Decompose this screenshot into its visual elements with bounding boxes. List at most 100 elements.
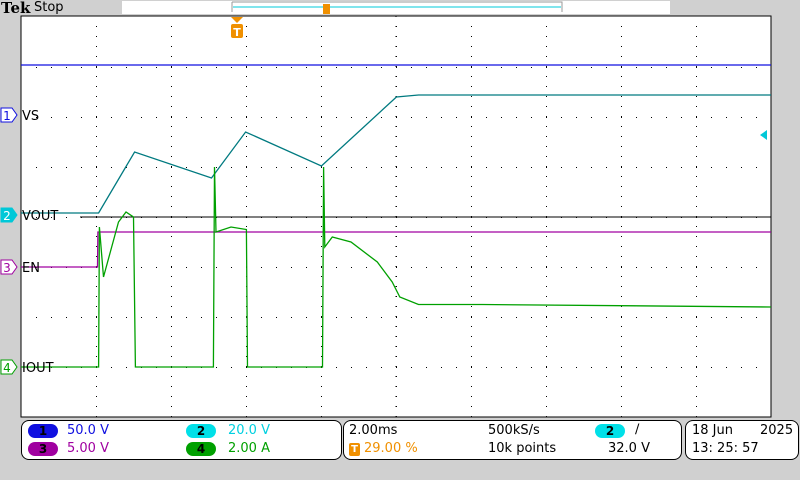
grid-dot: [96, 167, 97, 168]
grid-dot: [321, 236, 322, 237]
grid-dot: [171, 116, 172, 117]
grid-dot: [606, 67, 607, 68]
ch1-ground-marker[interactable]: 1: [0, 107, 18, 123]
grid-dot: [261, 317, 262, 318]
grid-dot: [546, 416, 547, 417]
grid-dot: [696, 96, 697, 97]
ch1-scale[interactable]: 50.0 V: [67, 423, 109, 438]
grid-dot: [471, 416, 472, 417]
grid-dot: [426, 167, 427, 168]
grid-dot: [216, 167, 217, 168]
grid-dot: [186, 267, 187, 268]
grid-dot: [756, 167, 757, 168]
grid-dot: [426, 117, 427, 118]
grid-dot: [321, 406, 322, 407]
rising-edge-icon[interactable]: ∕: [635, 422, 640, 437]
grid-dot: [321, 226, 322, 227]
grid-dot: [711, 67, 712, 68]
acquisition-status: Stop: [34, 0, 64, 15]
grid-dot: [171, 186, 172, 187]
grid-dot: [471, 26, 472, 27]
trigger-level-icon[interactable]: [760, 130, 767, 140]
grid-dot: [321, 317, 322, 318]
grid-dot: [96, 106, 97, 107]
grid-dot: [126, 367, 127, 368]
ch2-badge[interactable]: 2: [186, 424, 216, 438]
grid-dot: [96, 226, 97, 227]
grid-dot: [246, 96, 247, 97]
grid-dot: [246, 106, 247, 107]
grid-dot: [126, 267, 127, 268]
grid-dot: [561, 367, 562, 368]
ch3-badge[interactable]: 3: [28, 442, 58, 456]
grid-dot: [51, 117, 52, 118]
ch2-ground-marker[interactable]: 2: [0, 207, 18, 223]
grid-dot: [741, 317, 742, 318]
ch4-ground-marker[interactable]: 4: [0, 359, 18, 375]
trigger-position-icon[interactable]: T: [231, 17, 243, 39]
grid-dot: [621, 406, 622, 407]
trigger-level[interactable]: 32.0 V: [608, 441, 650, 456]
grid-dot: [171, 166, 172, 167]
ch3-ground-marker[interactable]: 3: [0, 259, 18, 275]
grid-dot: [96, 56, 97, 57]
ch3-scale[interactable]: 5.00 V: [67, 441, 109, 456]
trigger-source-badge[interactable]: 2: [595, 424, 625, 438]
grid-dot: [171, 356, 172, 357]
grid-dot: [471, 206, 472, 207]
grid-dot: [456, 317, 457, 318]
ch1-badge[interactable]: 1: [28, 424, 58, 438]
grid-dot: [711, 117, 712, 118]
ch4-scale[interactable]: 2.00 A: [228, 441, 270, 456]
grid-dot: [246, 226, 247, 227]
grid-dot: [591, 267, 592, 268]
grid-dot: [216, 367, 217, 368]
grid-dot: [96, 326, 97, 327]
grid-dot: [306, 67, 307, 68]
grid-dot: [381, 67, 382, 68]
grid-dot: [246, 376, 247, 377]
grid-dot: [621, 86, 622, 87]
grid-dot: [546, 166, 547, 167]
grid-dot: [216, 67, 217, 68]
grid-dot: [171, 117, 172, 118]
grid-dot: [486, 67, 487, 68]
grid-dot: [651, 267, 652, 268]
ch4-badge[interactable]: 4: [186, 442, 216, 456]
grid-dot: [696, 126, 697, 127]
grid-dot: [261, 117, 262, 118]
grid-dot: [546, 167, 547, 168]
record-length[interactable]: 10k points: [488, 441, 557, 456]
ch2-scale[interactable]: 20.0 V: [228, 423, 270, 438]
grid-dot: [96, 176, 97, 177]
grid-dot: [471, 326, 472, 327]
grid-dot: [306, 117, 307, 118]
grid-dot: [351, 67, 352, 68]
grid-dot: [621, 26, 622, 27]
grid-dot: [621, 367, 622, 368]
grid-dot: [696, 136, 697, 137]
grid-dot: [96, 256, 97, 257]
grid-dot: [171, 406, 172, 407]
grid-dot: [471, 146, 472, 147]
waveforms: [21, 64, 772, 368]
grid-dot: [306, 167, 307, 168]
grid-dot: [171, 266, 172, 267]
horizontal-scale[interactable]: 2.00ms: [349, 423, 398, 438]
grid-dot: [321, 346, 322, 347]
grid-dot: [171, 416, 172, 417]
grid-dot: [441, 367, 442, 368]
grid-dot: [726, 67, 727, 68]
grid-dot: [321, 106, 322, 107]
grid-dot: [126, 67, 127, 68]
grid-dot: [171, 326, 172, 327]
grid-dot: [96, 146, 97, 147]
grid-dot: [171, 96, 172, 97]
grid-dot: [381, 367, 382, 368]
grid-dot: [621, 66, 622, 67]
grid-dot: [171, 396, 172, 397]
grid-dot: [696, 286, 697, 287]
grid-dot: [216, 317, 217, 318]
ch1-label: VS: [22, 109, 39, 124]
trigger-position[interactable]: 29.00 %: [364, 441, 418, 456]
